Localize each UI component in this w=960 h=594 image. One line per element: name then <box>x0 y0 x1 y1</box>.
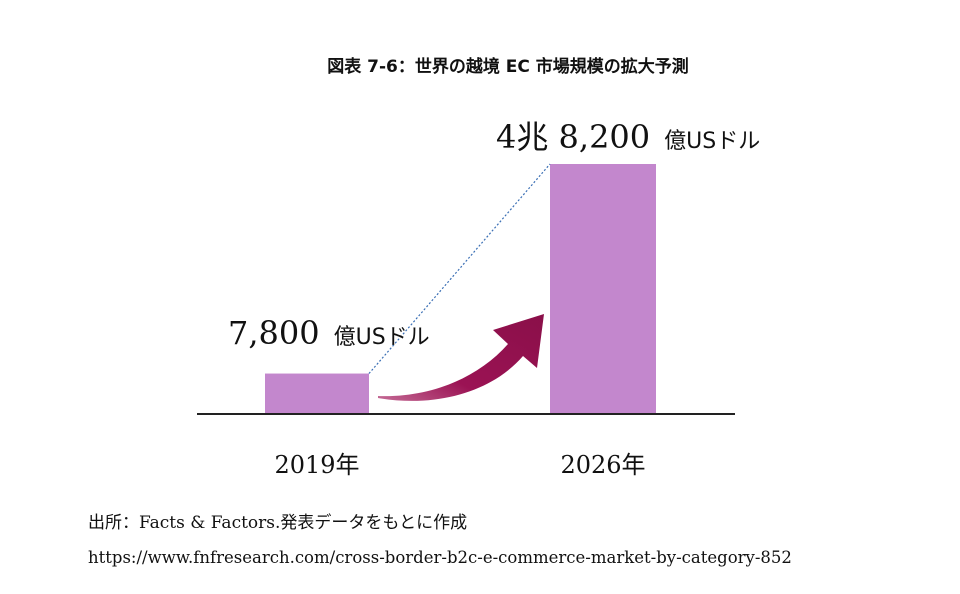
x-axis-ticks: 2019年 2026年 <box>274 451 645 479</box>
value-labels-group: 7,800 億USドル 4兆 8,200 億USドル <box>228 118 760 352</box>
x-tick-label: 2019年 <box>274 451 359 479</box>
source-note: 出所：Facts & Factors.発表データをもとに作成 <box>88 513 468 533</box>
growth-arrow-icon <box>378 314 544 401</box>
x-tick-label: 2026年 <box>560 451 645 479</box>
bar-2026年 <box>550 164 656 414</box>
bar-2019年 <box>265 373 369 414</box>
bars-group <box>265 163 656 414</box>
value-label: 4兆 8,200 億USドル <box>496 118 760 156</box>
value-label: 7,800 億USドル <box>228 314 430 352</box>
source-url: https://www.fnfresearch.com/cross-border… <box>88 548 792 567</box>
chart-title: 図表 7-6：世界の越境 EC 市場規模の拡大予測 <box>327 56 689 77</box>
